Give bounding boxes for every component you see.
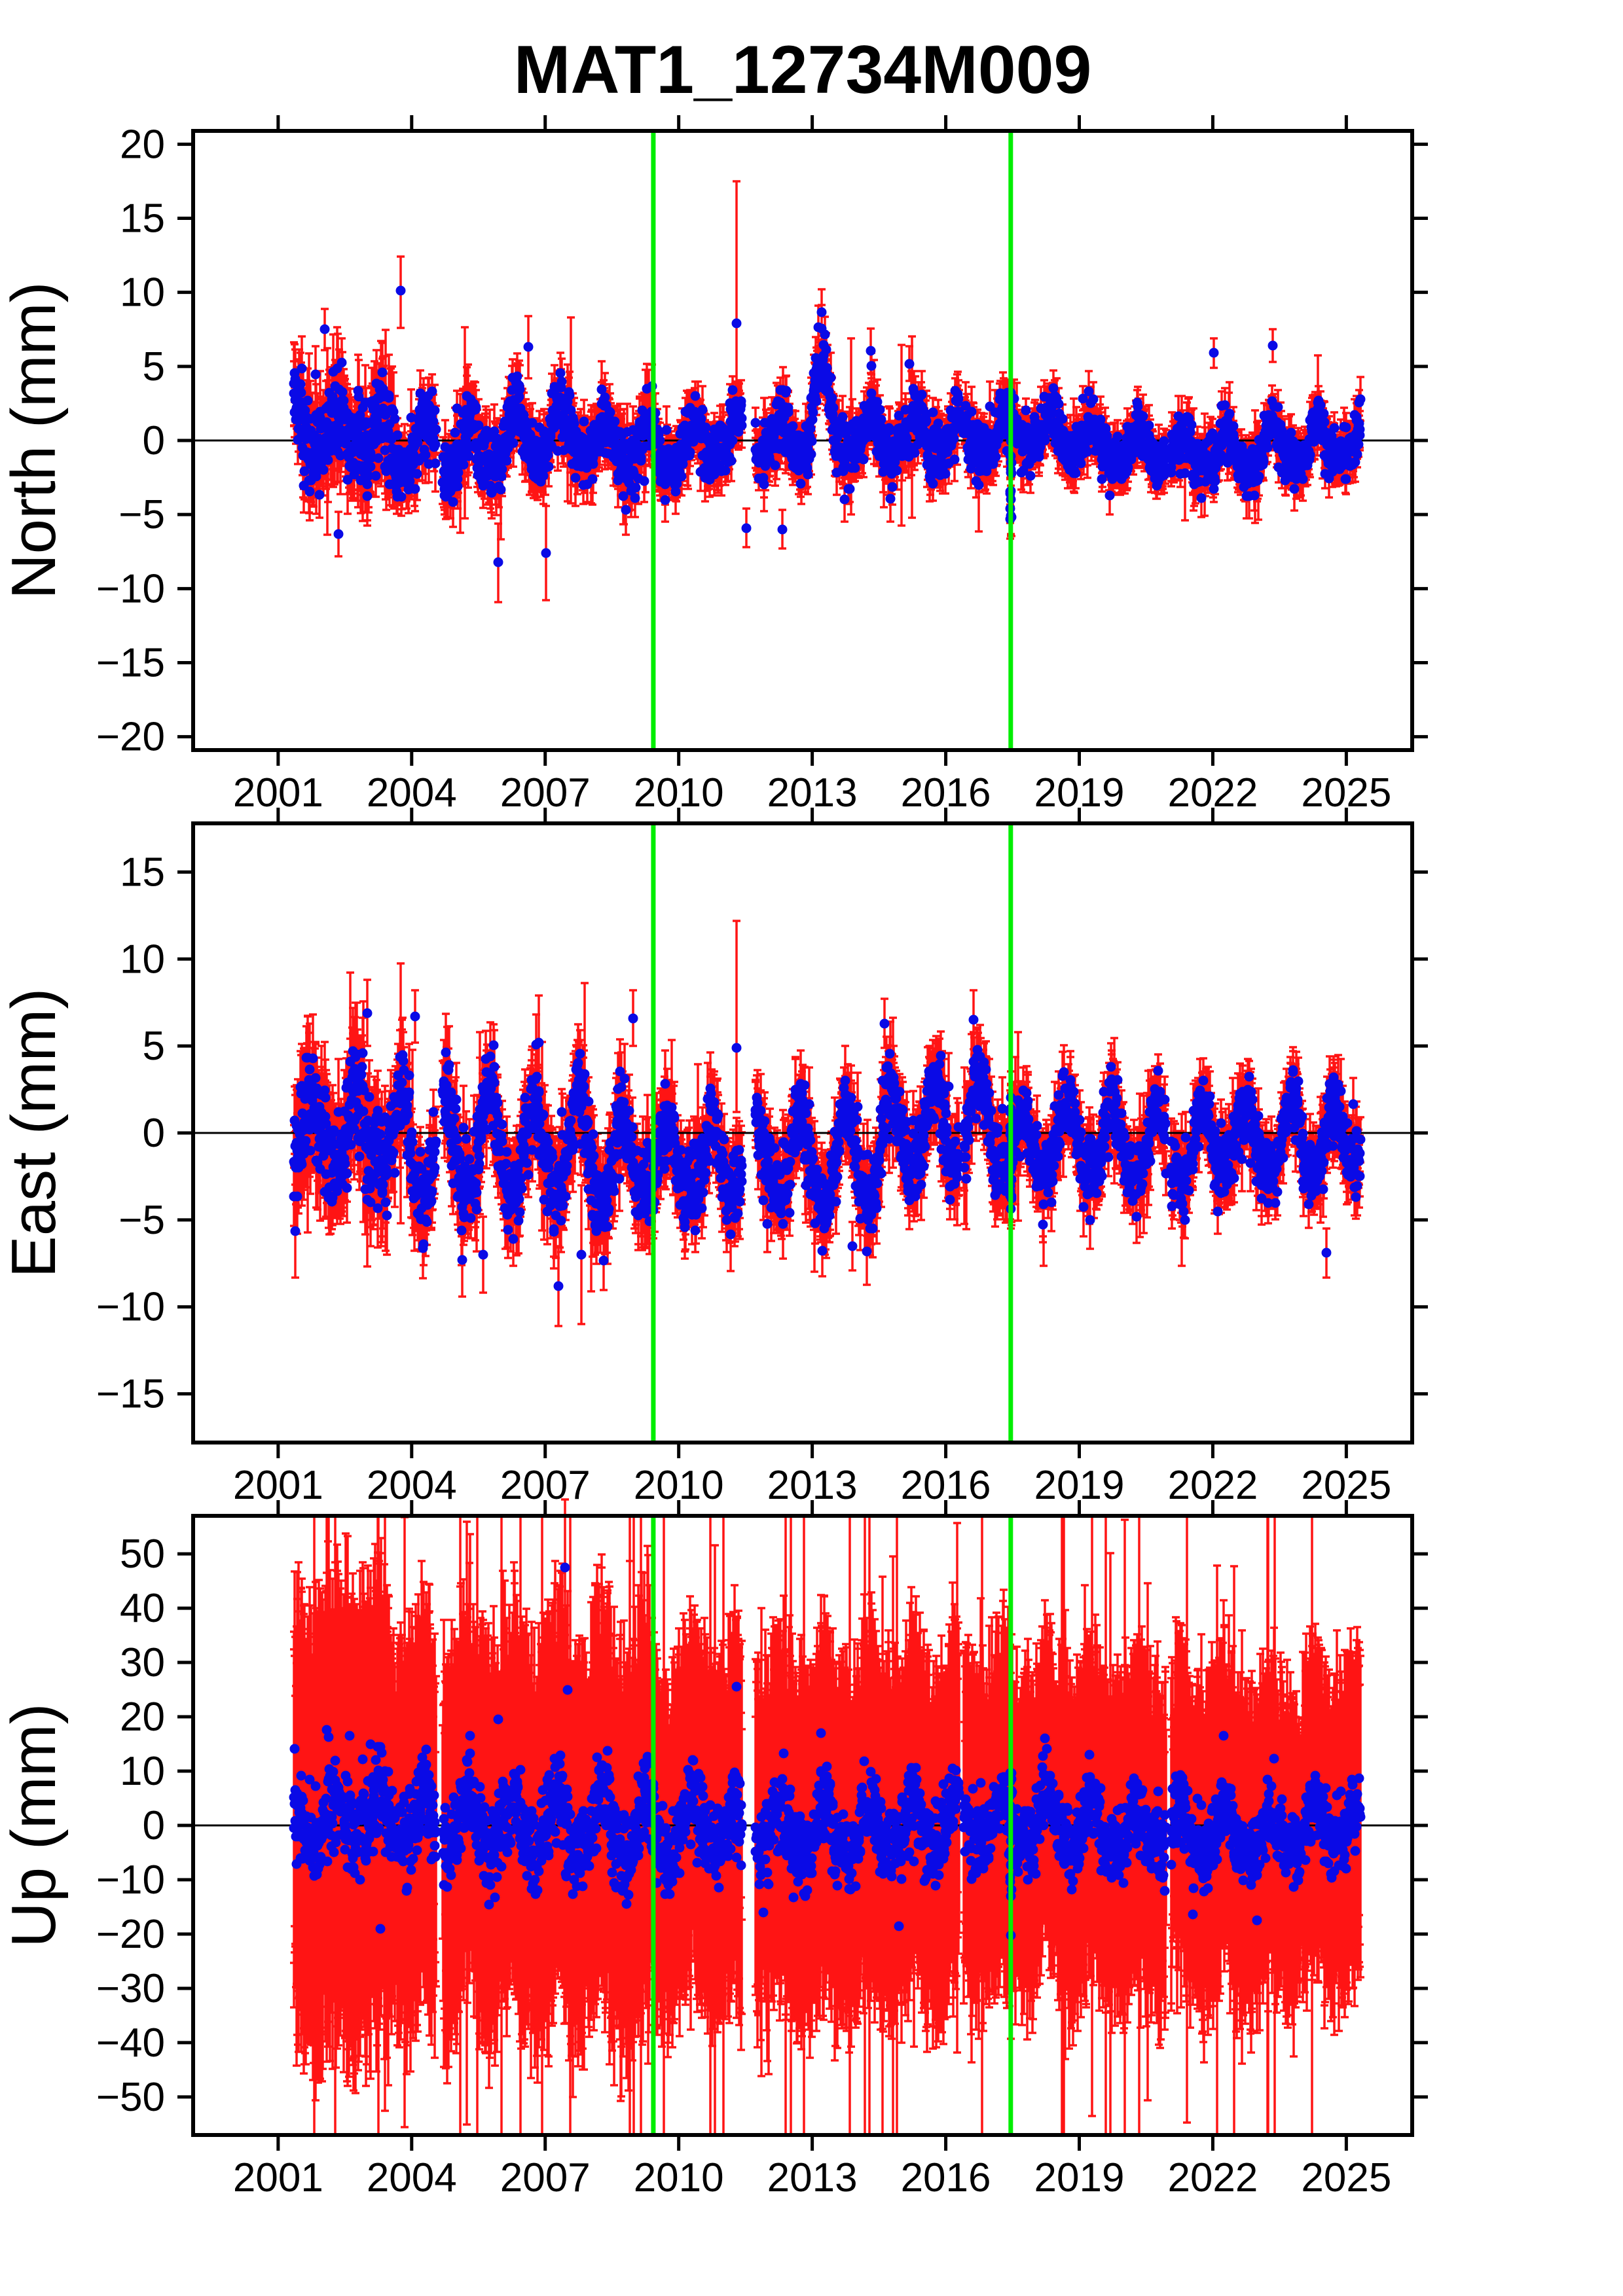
east-y-tick-label--10: −10	[96, 1285, 165, 1330]
panel-up: 2001 2004 2007 2010 2013 2016 2019 2022 2025−50−…	[0, 1498, 1428, 2200]
east-y-tick-label--5: −5	[119, 1198, 165, 1243]
up-x-tick-label-2004: 2004	[367, 2155, 457, 2200]
figure-title: MAT1_12734M009	[514, 32, 1092, 108]
north-y-tick-label--5: −5	[119, 492, 165, 537]
up-x-tick-label-2010: 2010	[634, 2155, 724, 2200]
up-y-tick-label-10: 10	[120, 1749, 165, 1794]
north-y-tick-label-20: 20	[120, 122, 165, 167]
up-x-tick-label-2013: 2013	[767, 2155, 858, 2200]
north-y-tick-label--20: −20	[96, 715, 165, 760]
up-x-tick-label-2016: 2016	[901, 2155, 991, 2200]
up-y-tick-label--40: −40	[96, 2020, 165, 2066]
east-y-tick-label-10: 10	[120, 937, 165, 982]
north-y-tick-label--15: −15	[96, 640, 165, 685]
east-y-tick-label-5: 5	[143, 1024, 165, 1069]
up-points	[289, 1562, 1366, 1941]
up-y-tick-label-40: 40	[120, 1586, 165, 1631]
up-y-tick-label--20: −20	[96, 1912, 165, 1957]
north-y-tick-label-10: 10	[120, 270, 165, 315]
up-y-tick-label-50: 50	[120, 1532, 165, 1577]
up-y-tick-label--50: −50	[96, 2075, 165, 2120]
north-y-tick-label-0: 0	[143, 418, 165, 463]
north-points	[289, 285, 1366, 567]
up-axis-title: Up (mm)	[0, 1703, 69, 1947]
up-x-tick-label-2019: 2019	[1034, 2155, 1125, 2200]
up-x-tick-label-2025: 2025	[1301, 2155, 1391, 2200]
up-x-tick-label-2022: 2022	[1167, 2155, 1258, 2200]
up-x-tick-label-2001: 2001	[233, 2155, 323, 2200]
up-y-tick-label--30: −30	[96, 1966, 165, 2011]
up-y-tick-label-30: 30	[120, 1640, 165, 1685]
north-axis-title: North (mm)	[0, 281, 69, 599]
panel-north: 2001 2004 2007 2010 2013 2016 2019 2022 2025−20−…	[0, 115, 1428, 816]
north-y-tick-label-15: 15	[120, 196, 165, 242]
up-y-tick-label-20: 20	[120, 1695, 165, 1740]
north-y-tick-label--10: −10	[96, 566, 165, 611]
east-points	[289, 1008, 1366, 1291]
east-axis-title: East (mm)	[0, 988, 69, 1278]
north-y-tick-label-5: 5	[143, 344, 165, 389]
panels-group: 2001 2004 2007 2010 2013 2016 2019 2022 2025−20−…	[0, 115, 1428, 2200]
east-y-tick-label--15: −15	[96, 1372, 165, 1417]
east-y-tick-label-15: 15	[120, 850, 165, 895]
east-y-tick-label-0: 0	[143, 1111, 165, 1156]
up-y-tick-label--10: −10	[96, 1857, 165, 1903]
up-x-tick-label-2007: 2007	[500, 2155, 591, 2200]
up-y-tick-label-0: 0	[143, 1803, 165, 1848]
panel-east: 2001 2004 2007 2010 2013 2016 2019 2022 2025−15−…	[0, 808, 1428, 1508]
